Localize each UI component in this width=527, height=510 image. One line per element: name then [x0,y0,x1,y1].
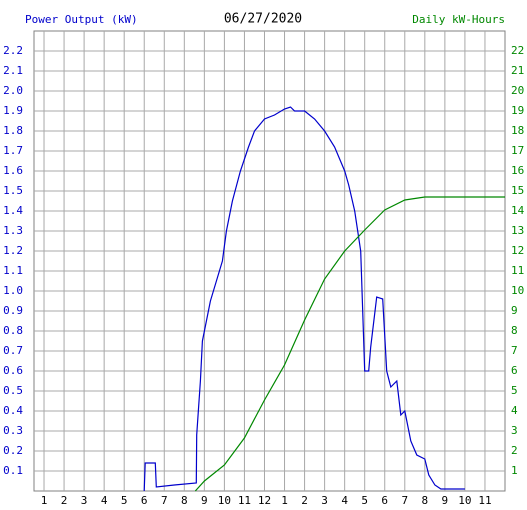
series-line [194,196,505,492]
x-tick-label: 11 [478,494,491,507]
y-tick-label: 0.4 [3,404,23,417]
chart-title: 06/27/2020 [224,12,302,27]
y2-tick-label: 3 [511,424,518,437]
y2-tick-label: 17 [511,144,524,157]
y-tick-label: 1.0 [3,284,23,297]
y-tick-label: 0.3 [3,424,23,437]
y2-tick-label: 18 [511,124,524,137]
y-tick-label: 2.1 [3,64,23,77]
y-tick-label: 1.2 [3,244,23,257]
x-tick-label: 2 [301,494,308,507]
y-tick-label: 0.7 [3,344,23,357]
y-tick-label: 0.1 [3,464,23,477]
y-tick-label: 2.0 [3,84,23,97]
y2-tick-label: 7 [511,344,518,357]
y2-tick-label: 14 [511,204,525,217]
y2-tick-label: 15 [511,184,524,197]
y2-tick-label: 22 [511,44,524,57]
x-tick-label: 7 [161,494,168,507]
x-tick-label: 4 [101,494,108,507]
x-tick-label: 4 [341,494,348,507]
y2-tick-label: 5 [511,384,518,397]
y2-tick-label: 4 [511,404,518,417]
y2-tick-label: 1 [511,464,518,477]
y2-tick-label: 12 [511,244,524,257]
y-tick-label: 1.4 [3,204,23,217]
y-tick-label: 1.7 [3,144,23,157]
y2-tick-label: 19 [511,104,524,117]
x-tick-label: 12 [258,494,271,507]
y2-tick-label: 11 [511,264,524,277]
y-tick-label: 0.2 [3,444,23,457]
x-tick-label: 8 [422,494,429,507]
y2-tick-label: 21 [511,64,524,77]
y-tick-label: 1.8 [3,124,23,137]
y-tick-label: 1.9 [3,104,23,117]
x-tick-label: 2 [61,494,68,507]
y-tick-label: 0.8 [3,324,23,337]
y-axis-title: Power Output (kW) [25,13,138,26]
y2-tick-label: 2 [511,444,518,457]
x-tick-label: 1 [41,494,48,507]
y-tick-label: 2.2 [3,44,23,57]
y-tick-label: 0.6 [3,364,23,377]
y2-tick-label: 9 [511,304,518,317]
y-tick-label: 0.9 [3,304,23,317]
y-tick-label: 0.5 [3,384,23,397]
x-tick-label: 5 [361,494,368,507]
x-tick-label: 3 [321,494,328,507]
x-tick-label: 9 [442,494,449,507]
plot-frame [33,30,506,492]
x-tick-label: 11 [238,494,251,507]
series-line [143,106,465,492]
x-tick-label: 7 [401,494,408,507]
x-tick-label: 8 [181,494,188,507]
y2-tick-label: 8 [511,324,518,337]
y2-tick-label: 20 [511,84,524,97]
x-tick-label: 3 [81,494,88,507]
y2-tick-label: 13 [511,224,524,237]
x-tick-label: 6 [381,494,388,507]
y2-tick-label: 10 [511,284,524,297]
x-tick-label: 10 [218,494,231,507]
y2-tick-label: 16 [511,164,524,177]
x-tick-label: 6 [141,494,148,507]
y-tick-label: 1.3 [3,224,23,237]
x-tick-label: 5 [121,494,128,507]
y-tick-label: 1.6 [3,164,23,177]
y2-axis-title: Daily kW-Hours [412,13,505,26]
y-tick-label: 1.5 [3,184,23,197]
y2-tick-label: 6 [511,364,518,377]
y-tick-label: 1.1 [3,264,23,277]
x-tick-label: 10 [458,494,471,507]
x-tick-label: 9 [201,494,208,507]
x-tick-label: 1 [281,494,288,507]
